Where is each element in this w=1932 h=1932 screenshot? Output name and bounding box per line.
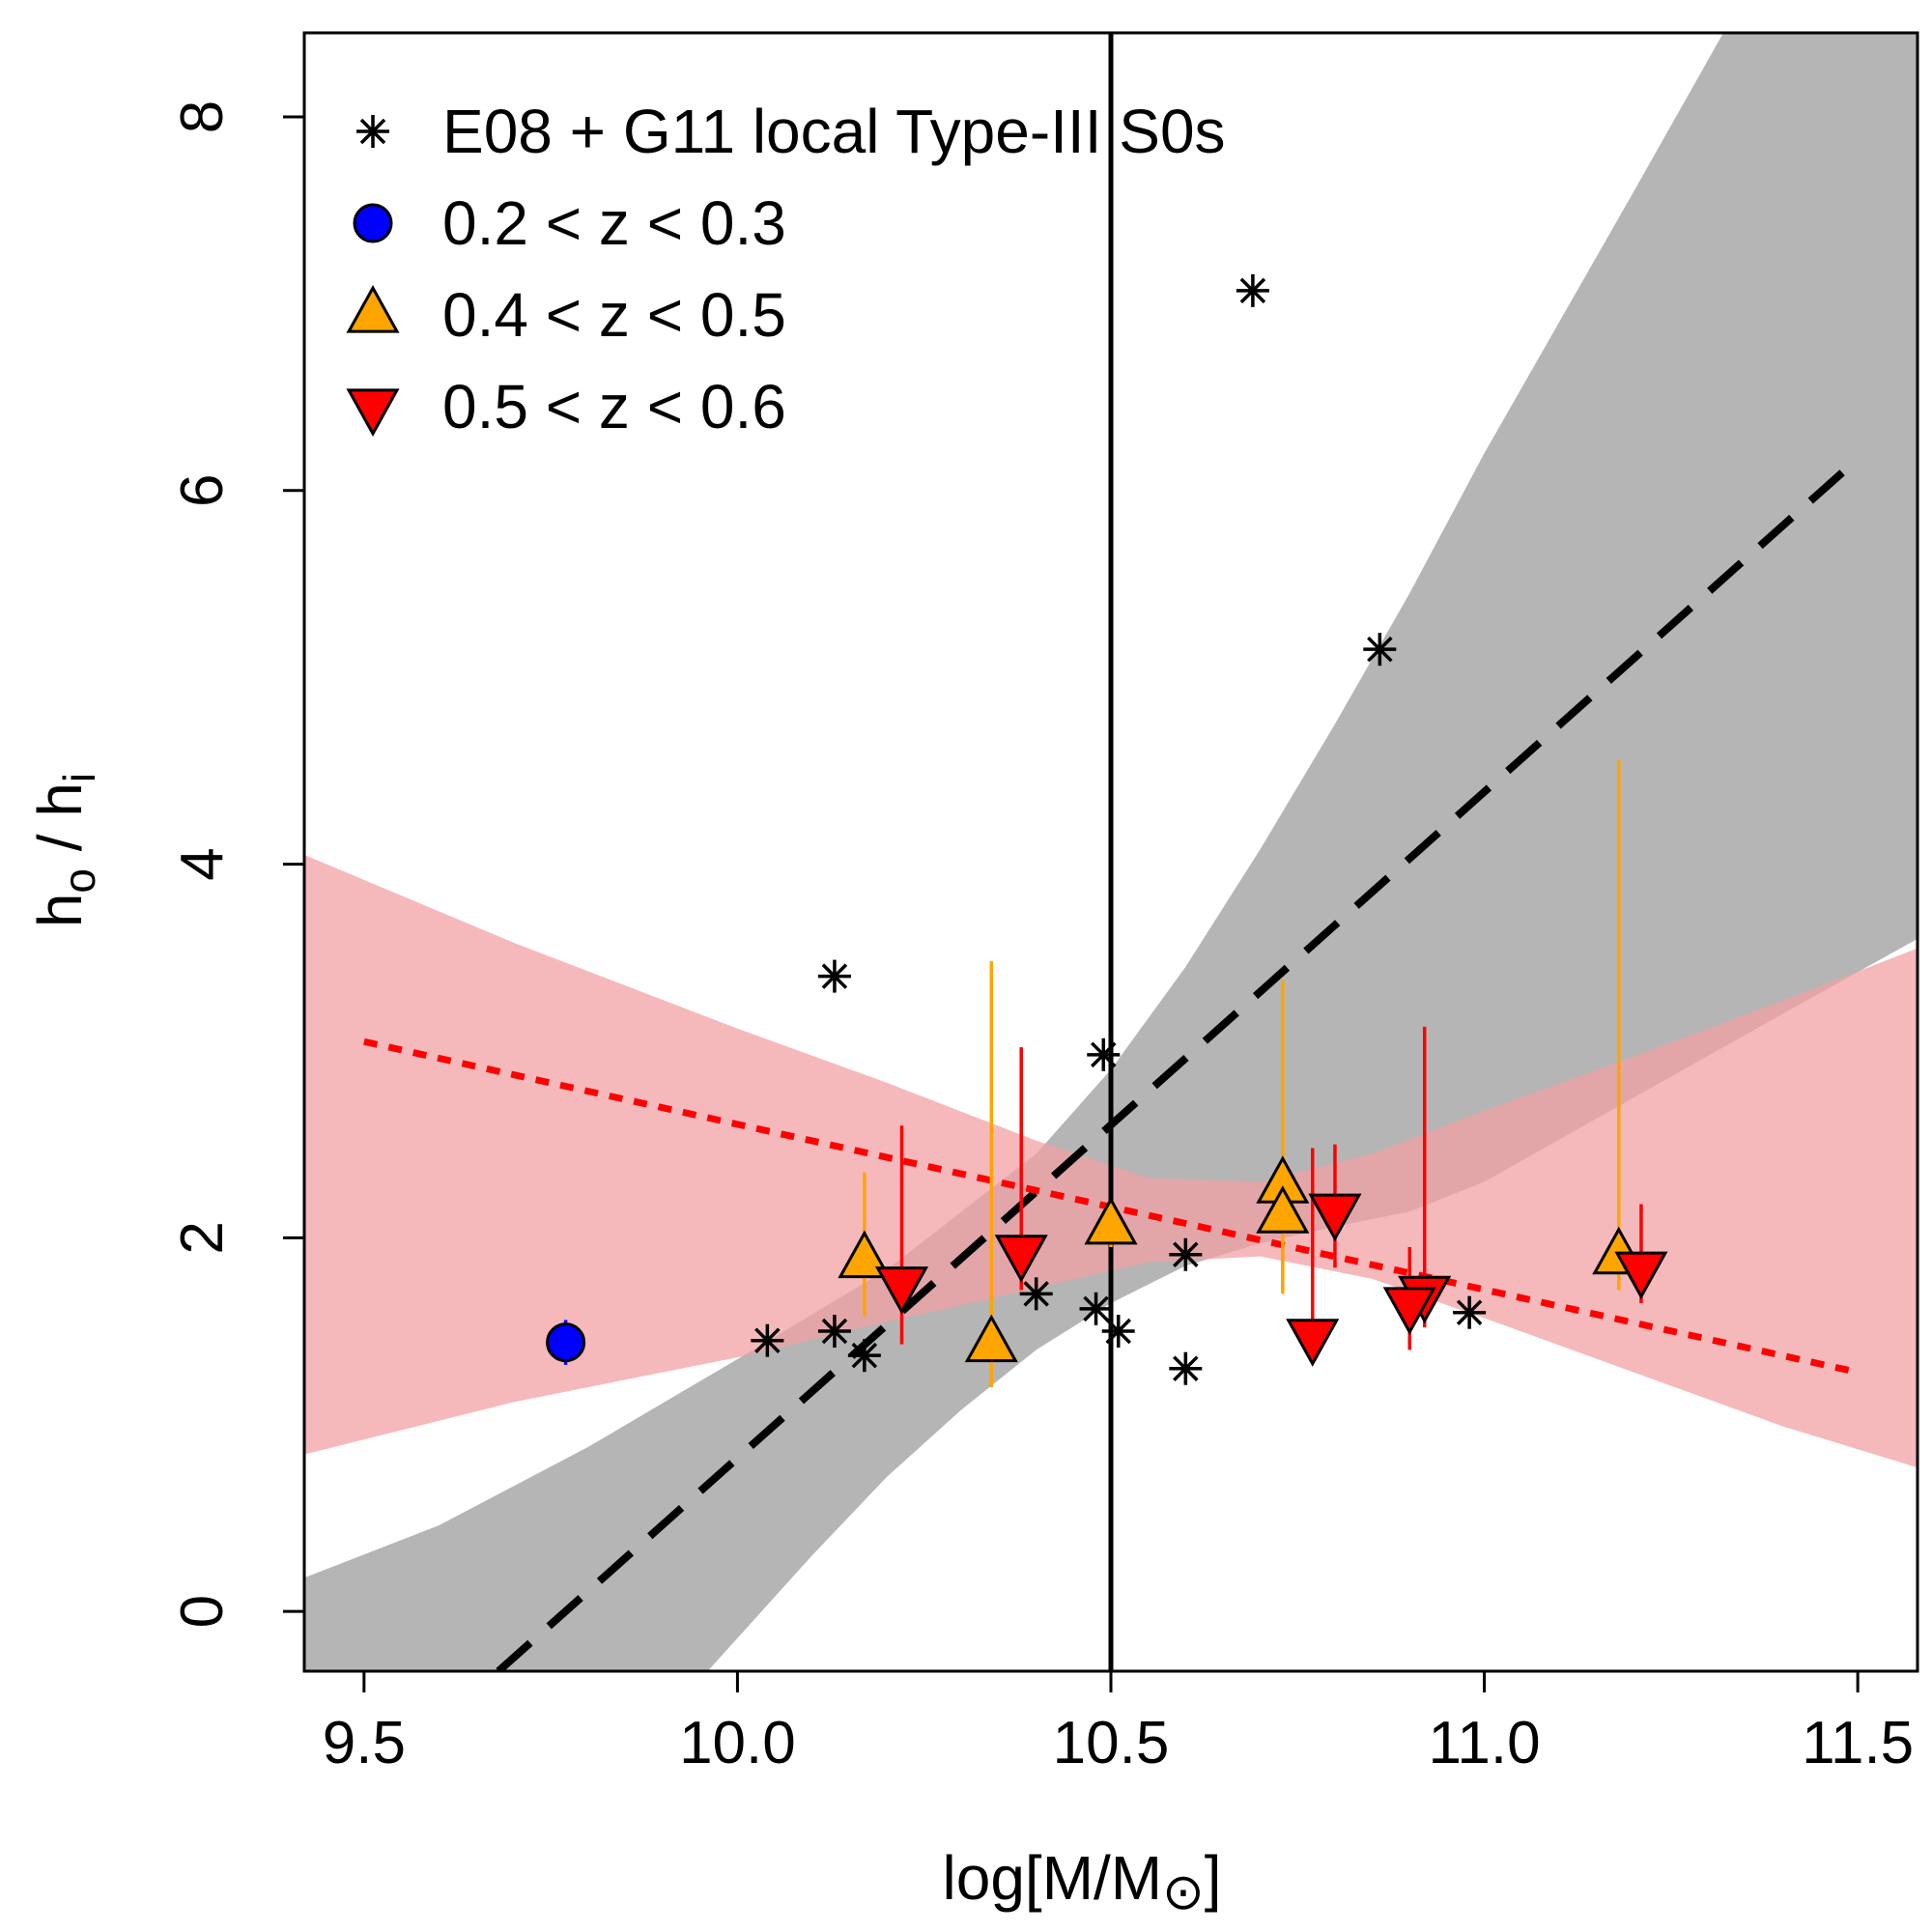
asterisk-stroke — [851, 1342, 878, 1369]
x-tick-label: 9.5 — [323, 1710, 406, 1776]
asterisk-stroke — [1367, 636, 1393, 663]
x-tick-label: 10.0 — [679, 1710, 796, 1776]
point-asterisk — [1101, 1315, 1135, 1349]
y-tick-label: 6 — [169, 474, 236, 507]
point-triangle-down — [1286, 1319, 1340, 1367]
legend-label-z02-03: 0.2 < z < 0.3 — [442, 188, 786, 258]
y-tick-label: 0 — [169, 1595, 236, 1628]
x-tick-label: 11.0 — [1429, 1710, 1541, 1776]
legend-marker-asterisk — [356, 115, 389, 148]
y-tick-label: 4 — [169, 847, 236, 880]
local-fit-band — [304, 33, 1918, 1671]
asterisk-stroke — [1173, 1355, 1199, 1381]
point-triangle-up — [964, 1314, 1018, 1363]
x-tick-label: 11.5 — [1802, 1710, 1914, 1776]
legend-marker-triangle-down — [346, 388, 400, 437]
point-triangle-down — [1382, 1287, 1436, 1335]
point-circle — [546, 1322, 586, 1363]
point-triangle-up — [1084, 1196, 1138, 1245]
asterisk-stroke — [1173, 1241, 1199, 1268]
point-asterisk — [1453, 1295, 1487, 1329]
point-triangle-up — [1256, 1185, 1310, 1234]
y-tick-label: 2 — [169, 1221, 236, 1254]
legend-marker-circle — [353, 203, 393, 243]
legend-entry-z04-05: 0.4 < z < 0.5 — [346, 280, 786, 350]
legend-label-local: E08 + G11 local Type-III S0s — [442, 97, 1226, 166]
point-asterisk — [1236, 273, 1269, 307]
legend-entry-z05-06: 0.5 < z < 0.6 — [346, 372, 786, 441]
asterisk-stroke — [1239, 277, 1266, 304]
asterisk-stroke — [821, 963, 848, 989]
legend-entry-z02-03: 0.2 < z < 0.3 — [353, 188, 786, 258]
legend: E08 + G11 local Type-III S0s 0.2 < z < 0… — [346, 97, 1226, 441]
legend-triangle-down — [346, 388, 400, 437]
series-3 — [874, 1193, 1668, 1367]
point-triangle-down — [994, 1235, 1048, 1283]
x-axis-title: log[M/M⊙] — [943, 1843, 1222, 1920]
series-1 — [546, 1322, 586, 1363]
point-triangle-down — [874, 1266, 929, 1315]
legend-triangle-up — [346, 285, 400, 333]
local-fit-line — [496, 455, 1861, 1671]
point-asterisk — [751, 1323, 784, 1357]
point-asterisk — [817, 959, 851, 993]
y-tick-label: 8 — [169, 100, 236, 133]
point-asterisk — [1169, 1351, 1203, 1385]
legend-label-z04-05: 0.4 < z < 0.5 — [442, 280, 786, 350]
point-triangle-up — [838, 1230, 892, 1279]
legend-label-z05-06: 0.5 < z < 0.6 — [442, 372, 786, 441]
point-asterisk — [1019, 1277, 1053, 1311]
confidence-bands — [304, 33, 1918, 1671]
axes: 9.5 10.0 10.5 11.0 11.5 0 2 4 6 8 — [169, 100, 1914, 1776]
point-asterisk — [1079, 1292, 1113, 1325]
point-asterisk — [817, 1315, 851, 1349]
asterisk-stroke — [1083, 1295, 1109, 1322]
y-axis-title: ho / hi — [25, 773, 104, 927]
asterisk-stroke — [1105, 1318, 1131, 1345]
asterisk-stroke — [1456, 1299, 1483, 1325]
series-0 — [751, 273, 1487, 1385]
legend-entry-local: E08 + G11 local Type-III S0s — [356, 97, 1226, 166]
point-triangle-down — [1308, 1193, 1362, 1242]
point-asterisk — [1087, 1037, 1121, 1071]
x-axis-solar-symbol: ⊙ — [1162, 1864, 1205, 1920]
asterisk-stroke — [1023, 1281, 1049, 1307]
legend-marker-triangle-up — [346, 285, 400, 333]
asterisk-stroke — [1091, 1041, 1117, 1068]
highz-fit-band — [304, 854, 1918, 1468]
legend-asterisk — [356, 115, 389, 148]
point-asterisk — [1169, 1237, 1203, 1271]
x-tick-label: 10.5 — [1053, 1710, 1170, 1776]
asterisk-stroke — [821, 1318, 848, 1345]
legend-circle — [353, 203, 393, 243]
asterisk-stroke — [359, 118, 386, 145]
point-asterisk — [1363, 633, 1397, 667]
data-points — [546, 273, 1668, 1385]
asterisk-stroke — [754, 1327, 781, 1353]
point-asterisk — [847, 1339, 881, 1373]
point-triangle-down — [1614, 1251, 1668, 1300]
